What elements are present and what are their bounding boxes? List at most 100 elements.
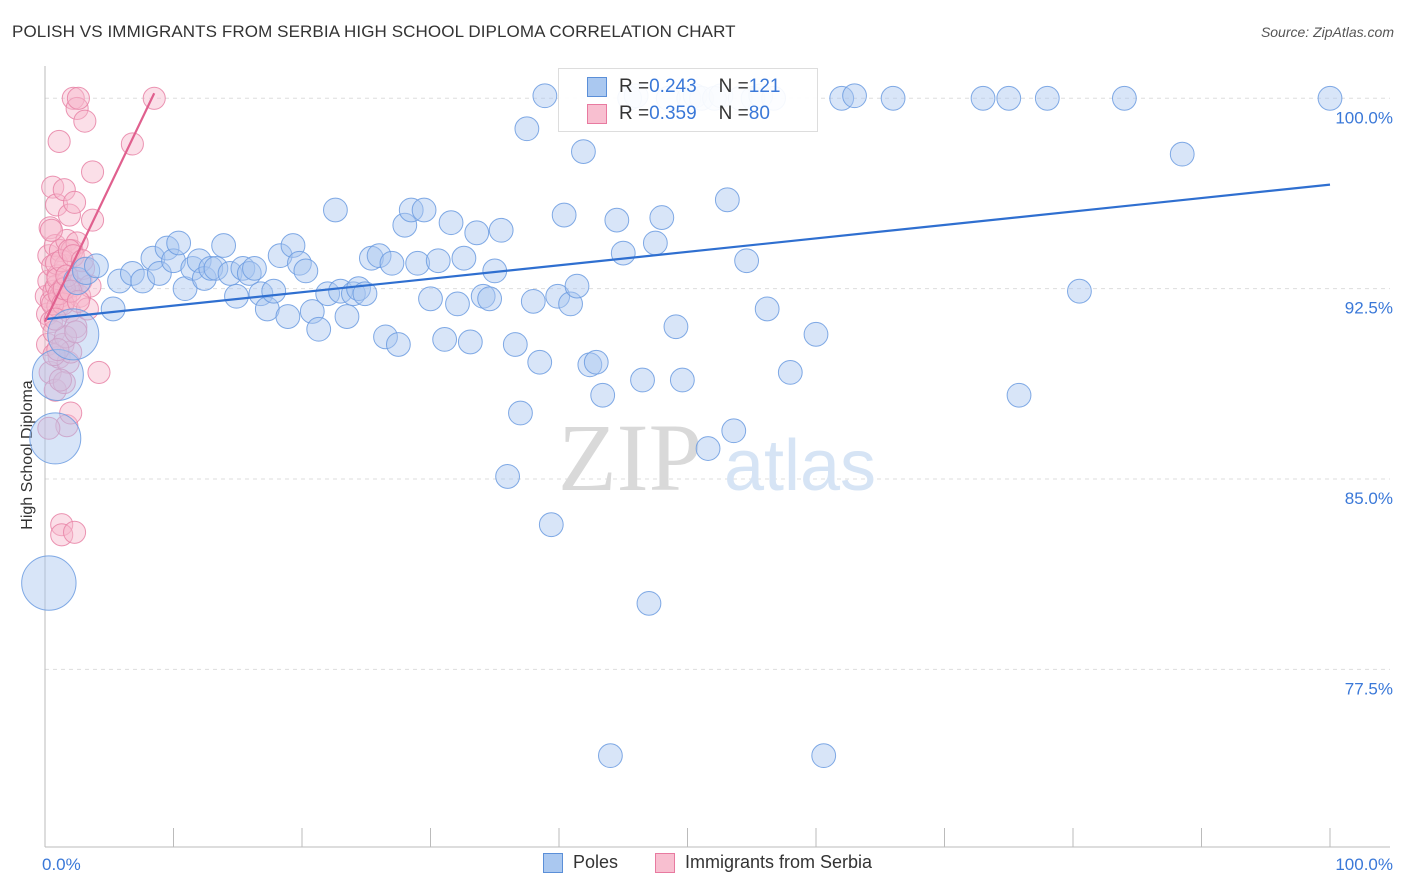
grid — [45, 97, 1390, 670]
poles-point-110 — [811, 743, 837, 769]
poles-point-30 — [261, 278, 287, 304]
poles-point-80 — [583, 349, 609, 375]
poles-point-21 — [203, 255, 229, 281]
poles-point-79 — [577, 352, 603, 378]
poles-point-77 — [564, 273, 590, 299]
watermark-atlas: atlas — [724, 426, 876, 506]
poles-point-115 — [996, 85, 1022, 111]
serbia-point-35 — [57, 203, 81, 227]
poles-point-44 — [352, 281, 378, 307]
poles-point-15 — [166, 230, 192, 256]
poles-point-56 — [432, 327, 458, 352]
poles-point-60 — [457, 329, 483, 355]
poles-point-73 — [538, 512, 564, 538]
poles-point-61 — [464, 220, 490, 246]
poles-point-23 — [217, 261, 243, 286]
legend-n-value-poles: 121 — [748, 76, 781, 97]
poles-point-40 — [328, 278, 353, 304]
poles-point-108 — [777, 360, 803, 385]
serbia-point-66 — [48, 368, 72, 392]
poles-point-41 — [334, 304, 360, 329]
poles-point-72 — [532, 83, 558, 109]
x-tick-label-1: 100.0% — [1335, 855, 1393, 874]
poles-point-51 — [398, 197, 424, 223]
legend-swatch-serbia — [587, 104, 607, 124]
y-tick-label-3: 77.5% — [1345, 679, 1393, 698]
poles-point-75 — [551, 202, 577, 228]
poles-swatch — [543, 852, 563, 873]
poles-point-118 — [1067, 278, 1092, 304]
poles-point-0 — [21, 555, 77, 611]
poles-point-53 — [411, 197, 437, 223]
series-legend-poles[interactable]: Poles — [543, 852, 618, 873]
poles-point-81 — [590, 382, 616, 408]
serbia-point-23 — [50, 513, 74, 537]
poles-point-71 — [527, 349, 553, 375]
poles-point-97 — [695, 436, 721, 461]
poles-point-11 — [140, 245, 166, 271]
serbia-point-10 — [41, 175, 65, 199]
poles-point-55 — [425, 248, 451, 274]
poles-point-117 — [1034, 85, 1060, 111]
legend-row-serbia: R = 0.359 N = 80 — [559, 101, 770, 127]
x-tick-label-0: 0.0% — [42, 855, 81, 874]
poles-point-22 — [211, 233, 237, 258]
poles-point-82 — [598, 743, 623, 769]
serbia-point-27 — [52, 178, 76, 202]
poles-point-87 — [630, 367, 655, 393]
poles-point-26 — [236, 261, 262, 286]
serbia-point-16 — [45, 193, 69, 217]
poles-point-58 — [445, 291, 470, 317]
poles-point-88 — [636, 590, 662, 616]
series-legend-serbia[interactable]: Immigrants from Serbia — [655, 852, 872, 873]
poles-point-83 — [604, 207, 630, 233]
poles-point-3 — [47, 308, 100, 361]
poles-point-113 — [880, 85, 906, 111]
serbia-point-51 — [73, 109, 97, 133]
poles-point-78 — [571, 139, 596, 165]
poles-point-39 — [323, 197, 348, 223]
poles-point-89 — [642, 230, 668, 256]
legend-r-value-poles: 0.243 — [649, 76, 697, 97]
poles-point-31 — [267, 243, 293, 269]
poles-point-2 — [31, 348, 84, 401]
poles-point-1 — [29, 412, 82, 465]
serbia-point-45 — [65, 96, 89, 121]
poles-point-54 — [418, 286, 443, 312]
watermark: ZIP atlas — [558, 404, 876, 511]
serbia-point-76 — [66, 289, 90, 313]
poles-point-10 — [130, 268, 156, 294]
serbia-point-28 — [52, 371, 76, 395]
poles-point-49 — [385, 332, 411, 357]
poles-point-7 — [100, 296, 126, 322]
poles-point-119 — [1112, 85, 1137, 111]
poles-point-27 — [242, 255, 267, 281]
poles-point-109 — [803, 321, 829, 347]
serbia-point-5 — [38, 216, 62, 240]
legend-n-value-serbia: 80 — [748, 103, 770, 124]
poles-point-59 — [451, 245, 477, 271]
poles-point-43 — [346, 276, 371, 302]
tick-labels: 100.0% 92.5% 85.0% 77.5% 0.0% 100.0% — [42, 108, 1393, 874]
poles-point-66 — [495, 464, 521, 489]
axes — [44, 66, 1390, 848]
poles-point-93 — [669, 367, 695, 393]
poles-point-112 — [842, 83, 867, 109]
poles-point-69 — [514, 116, 540, 142]
serbia-point-58 — [142, 86, 166, 110]
poles-point-32 — [275, 304, 301, 329]
legend-r-value-serbia: 0.359 — [649, 103, 697, 124]
legend-r-label: R = — [619, 76, 650, 97]
poles-point-35 — [293, 258, 319, 284]
poles-point-111 — [829, 85, 855, 111]
poles-point-84 — [610, 240, 636, 266]
legend-n-label: N = — [718, 103, 749, 124]
legend-n-label: N = — [718, 76, 749, 97]
poles-point-46 — [366, 243, 392, 269]
serbia-point-57 — [120, 132, 144, 156]
legend-swatch-poles — [587, 77, 607, 97]
serbia-point-54 — [80, 160, 105, 184]
trend-lines — [44, 92, 1331, 323]
poles-point-120 — [1169, 141, 1195, 167]
